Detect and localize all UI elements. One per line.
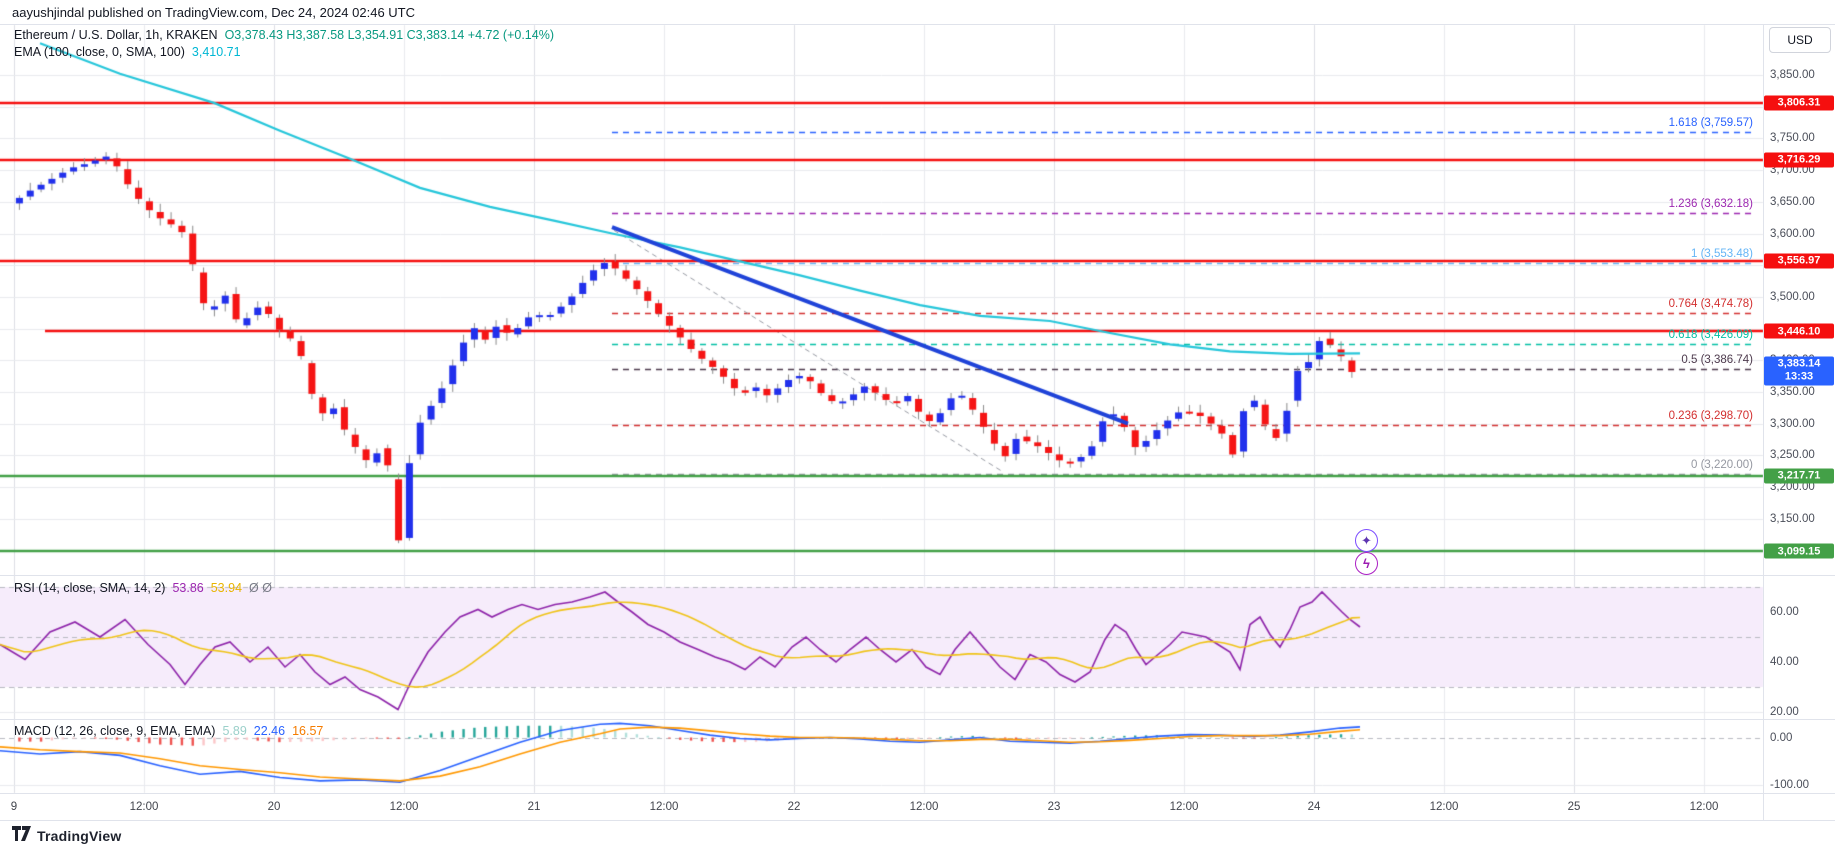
fib-level-label: 0.236 (3,298.70): [1668, 409, 1753, 422]
lightning-button[interactable]: ϟ: [1355, 552, 1378, 575]
price-level-badge[interactable]: 3,099.15: [1764, 543, 1834, 559]
time-axis-label: 12:00: [1429, 801, 1459, 813]
fib-level-label: 0.5 (3,386.74): [1681, 353, 1753, 366]
ema-label: EMA (100, close, 0, SMA, 100): [14, 45, 185, 59]
sparkle-icon: ✦: [1361, 532, 1372, 548]
price-tick-label: 3,200.00: [1770, 481, 1815, 494]
symbol-title: Ethereum / U.S. Dollar, 1h, KRAKEN: [14, 28, 218, 42]
macd-signal-value: 16.57: [292, 724, 324, 738]
time-axis-label: 24: [1307, 801, 1321, 813]
price-tick-label: 3,150.00: [1770, 512, 1815, 525]
time-axis-label: 9: [10, 801, 18, 813]
rsi-tick-label: 40.00: [1770, 656, 1799, 668]
footer-separator: [0, 820, 1835, 821]
price-axis-separator: [1763, 24, 1764, 820]
time-axis-label: 12:00: [1169, 801, 1199, 813]
time-axis-label: 21: [527, 801, 541, 813]
price-tick-label: 3,750.00: [1770, 132, 1815, 145]
price-level-badge[interactable]: 3,716.29: [1764, 152, 1834, 168]
price-tick-label: 3,500.00: [1770, 290, 1815, 303]
time-axis-label: 12:00: [649, 801, 679, 813]
last-price-badge[interactable]: 3,383.14 13:33: [1764, 356, 1834, 386]
macd-tick-label: 0.00: [1770, 731, 1793, 744]
rsi-tick-label: 60.00: [1770, 606, 1799, 618]
fib-level-label: 1.618 (3,759.57): [1668, 117, 1753, 130]
price-level-badge[interactable]: 3,556.97: [1764, 253, 1834, 269]
tradingview-logo[interactable]: TradingView: [12, 826, 121, 846]
ema-legend[interactable]: EMA (100, close, 0, SMA, 100) 3,410.71: [14, 45, 241, 59]
time-axis-label: 12:00: [1689, 801, 1719, 813]
sparkle-button[interactable]: ✦: [1355, 529, 1378, 552]
rsi-tick-label: 20.00: [1770, 706, 1799, 718]
rsi-legend[interactable]: RSI (14, close, SMA, 14, 2) 53.86 53.94 …: [14, 581, 272, 595]
tradingview-logo-text: TradingView: [37, 828, 122, 844]
price-level-badge[interactable]: 3,446.10: [1764, 323, 1834, 339]
time-axis-separator: [0, 793, 1835, 794]
macd-line-value: 22.46: [253, 724, 286, 738]
macd-legend[interactable]: MACD (12, 26, close, 9, EMA, EMA) 5.89 2…: [14, 724, 323, 738]
price-tick-label: 3,350.00: [1770, 386, 1815, 398]
price-tick-label: 3,600.00: [1770, 227, 1815, 240]
fib-level-label: 0.618 (3,426.09): [1668, 328, 1753, 341]
macd-label: MACD (12, 26, close, 9, EMA, EMA): [14, 724, 216, 738]
macd-hist-value: 5.89: [222, 724, 247, 738]
fib-level-label: 0.764 (3,474.78): [1668, 297, 1753, 310]
time-axis-label: 20: [267, 801, 281, 813]
candle-countdown: 13:33: [1784, 370, 1814, 383]
fib-level-label: 1 (3,553.48): [1690, 247, 1753, 260]
time-axis-label: 25: [1567, 801, 1581, 813]
rsi-ma-value: 53.94: [210, 581, 243, 595]
price-tick-label: 3,650.00: [1770, 195, 1815, 208]
attribution-text: aayushjindal published on TradingView.co…: [12, 5, 416, 20]
price-tick-label: 3,250.00: [1770, 449, 1815, 462]
header-separator: [0, 24, 1835, 25]
rsi-band-values: Ø Ø: [249, 581, 272, 595]
time-axis-label: 12:00: [389, 801, 419, 813]
currency-toggle-button[interactable]: USD: [1769, 27, 1831, 53]
rsi-pane-separator[interactable]: [0, 575, 1835, 576]
ohlc-values: O3,378.43 H3,387.58 L3,354.91 C3,383.14 …: [224, 28, 554, 42]
rsi-value: 53.86: [172, 581, 204, 595]
time-axis-label: 23: [1047, 801, 1061, 813]
price-tick-label: 3,300.00: [1770, 417, 1815, 430]
lightning-icon: ϟ: [1363, 556, 1370, 571]
tradingview-logo-icon: [12, 826, 31, 846]
fib-level-label: 1.236 (3,632.18): [1668, 198, 1753, 211]
price-level-badge[interactable]: 3,217.71: [1764, 468, 1834, 484]
rsi-label: RSI (14, close, SMA, 14, 2): [14, 581, 166, 595]
time-axis-label: 12:00: [909, 801, 939, 813]
last-price-value: 3,383.14: [1777, 357, 1821, 370]
macd-pane-separator[interactable]: [0, 719, 1835, 720]
ema-value: 3,410.71: [191, 45, 241, 59]
price-level-badge[interactable]: 3,806.31: [1764, 95, 1834, 111]
fib-level-label: 0 (3,220.00): [1690, 459, 1753, 472]
symbol-legend[interactable]: Ethereum / U.S. Dollar, 1h, KRAKEN O3,37…: [14, 28, 554, 42]
time-axis-label: 12:00: [129, 801, 159, 813]
time-axis-label: 22: [787, 801, 801, 813]
macd-tick-label: -100.00: [1770, 778, 1810, 791]
price-tick-label: 3,850.00: [1770, 69, 1815, 81]
